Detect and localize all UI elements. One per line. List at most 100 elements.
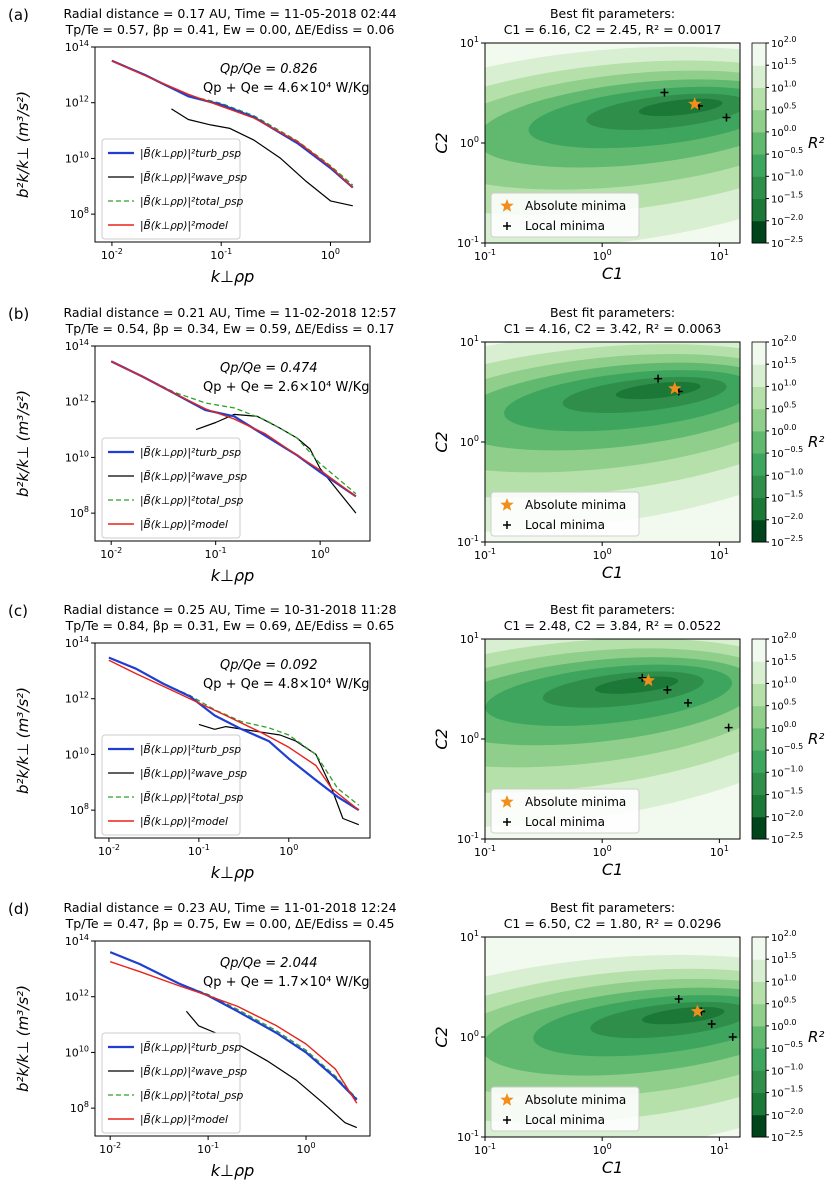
- colorbar-segment: [752, 220, 766, 244]
- legend-label-absolute: Absolute minima: [525, 498, 626, 512]
- spectrum-title-line2: Tp/Te = 0.84, βp = 0.31, Ew = 0.69, ΔE/E…: [65, 618, 395, 633]
- absolute-minimum-star: [668, 381, 682, 395]
- contour-x-label: C1: [602, 264, 623, 283]
- legend-label-turb: |B̃(k⊥ρp)|²turb_psp: [140, 446, 241, 459]
- legend-box: [490, 1086, 640, 1132]
- legend-label-total: |B̃(k⊥ρp)|²total_psp: [140, 195, 244, 208]
- x-tick-label: 101: [710, 547, 729, 562]
- colorbar-tick-label: 10−0.5: [771, 445, 803, 460]
- colorbar: 102.0 101.5 101.0 100.5 100.0 10−0.5 10−1.0 10−…: [751, 929, 824, 1144]
- panel-label: (b): [8, 305, 29, 323]
- legend-label-wave: |B̃(k⊥ρp)|²wave_psp: [140, 1065, 247, 1078]
- y-tick-label: 1014: [65, 933, 89, 948]
- colorbar: 102.0 101.5 101.0 100.5 100.0 10−0.5 10−1.0 10−…: [751, 334, 824, 549]
- y-tick-label: 100: [460, 135, 479, 150]
- legend-label-model: |B̃(k⊥ρp)|²model: [140, 219, 228, 232]
- x-tick-label: 101: [710, 1142, 729, 1157]
- colorbar-segment: [752, 87, 766, 111]
- colorbar-tick-label: 10−2.5: [771, 1129, 803, 1144]
- local-minimum-marker: [722, 113, 731, 122]
- x-tick-label: 100: [296, 1141, 315, 1156]
- contour-y-label-group: C2: [432, 1026, 451, 1047]
- series-line-model: [108, 659, 360, 811]
- y-tick-label: 1012: [65, 394, 89, 409]
- colorbar-tick-label: 101.0: [771, 378, 796, 393]
- colorbar-segment: [752, 386, 766, 410]
- legend-label-turb: |B̃(k⊥ρp)|²turb_psp: [140, 147, 241, 160]
- spectrum-axes: 10-2 10-1 100 108 1010 1012 1014 k⊥ρp b²k/k⊥ (m³…: [14, 39, 371, 286]
- colorbar-segment: [752, 1003, 766, 1027]
- ratio-text: Qp/Qe = 0.092: [220, 658, 317, 673]
- legend-label-turb: |B̃(k⊥ρp)|²turb_psp: [140, 1041, 241, 1054]
- colorbar-segment: [752, 705, 766, 729]
- colorbar-segment: [752, 453, 766, 476]
- colorbar-tick-label: 101.0: [771, 675, 796, 690]
- y-tick-label: 10-1: [457, 534, 479, 549]
- colorbar-tick-label: 101.5: [771, 57, 796, 72]
- series-line-wave_psp: [195, 413, 357, 514]
- colorbar-tick-label: 10−1.5: [771, 787, 803, 802]
- colorbar-segment: [752, 1070, 766, 1094]
- contour-y-label-group: C2: [432, 431, 451, 452]
- y-tick-label: 1014: [65, 39, 89, 54]
- x-tick-label: 101: [710, 248, 729, 263]
- y-tick-label: 10-1: [457, 1129, 479, 1144]
- legend-box: [101, 138, 241, 240]
- spectrum-y-label: b²k/k⊥ (m³/s²): [14, 687, 32, 794]
- colorbar-tick-label: 10−0.5: [771, 1040, 803, 1055]
- colorbar-segment: [752, 794, 766, 818]
- x-tick-label: 10-1: [474, 844, 496, 859]
- y-tick-label: 1012: [65, 691, 89, 706]
- colorbar-segment: [752, 430, 766, 454]
- local-minimum-marker: [638, 673, 647, 682]
- colorbar-frame: [751, 638, 767, 840]
- colorbar-frame: [751, 341, 767, 543]
- colorbar-tick-label: 100.0: [771, 720, 796, 735]
- contour-axes: 10-1 100 101 10-1 100 101 C1 C2 Absolute minima L…: [432, 334, 741, 582]
- y-tick-label: 108: [70, 206, 89, 221]
- contour-y-label-group: C2: [432, 728, 451, 749]
- series-line-model: [110, 360, 357, 497]
- spectrum-title-line2: Tp/Te = 0.47, βp = 0.75, Ew = 0.00, ΔE/E…: [65, 916, 395, 931]
- legend-plus-icon: [503, 222, 511, 230]
- colorbar-tick-label: 10−2.0: [771, 213, 803, 228]
- heat-text: Qp + Qe = 2.6×10⁴ W/Kg: [203, 380, 370, 395]
- contour-legend: Absolute minima Local minima: [490, 1086, 640, 1132]
- y-tick-label: 1012: [65, 95, 89, 110]
- spectrum-x-label: k⊥ρp: [211, 566, 255, 585]
- y-tick-label: 10-1: [457, 235, 479, 250]
- colorbar-tick-label: 10−2.5: [771, 534, 803, 549]
- fit-title-line1: Best fit parameters:: [550, 602, 675, 617]
- y-tick-label: 108: [70, 802, 89, 817]
- spectrum-frame: [94, 345, 371, 542]
- contour-y-label: C2: [432, 728, 451, 749]
- colorbar-segment: [752, 1048, 766, 1071]
- contour-axes: 10-1 100 101 10-1 100 101 C1 C2 Absolute minima L…: [432, 631, 741, 879]
- contour-legend: Absolute minima Local minima: [490, 192, 640, 238]
- spectrum-y-label-group: b²k/k⊥ (m³/s²): [14, 390, 32, 497]
- x-tick-label: 10-1: [474, 547, 496, 562]
- panel-a: (a) Radial distance = 0.17 AU, Time = 11-…: [8, 6, 824, 286]
- y-tick-label: 1010: [65, 449, 89, 464]
- colorbar-tick-label: 100.5: [771, 401, 796, 416]
- spectrum-axes: 10-2 10-1 100 108 1010 1012 1014 k⊥ρp b²k/k⊥ (m³…: [14, 933, 371, 1180]
- legend-label-local: Local minima: [525, 219, 605, 233]
- x-tick-label: 100: [321, 247, 340, 262]
- y-tick-label: 1012: [65, 989, 89, 1004]
- y-tick-label: 1010: [65, 746, 89, 761]
- colorbar-segment: [752, 727, 766, 751]
- local-minimum-marker: [660, 88, 669, 97]
- legend-label-total: |B̃(k⊥ρp)|²total_psp: [140, 791, 244, 804]
- y-tick-label: 108: [70, 505, 89, 520]
- legend-label-turb: |B̃(k⊥ρp)|²turb_psp: [140, 743, 241, 756]
- x-tick-label: 100: [593, 1142, 612, 1157]
- absolute-minimum-star: [690, 1004, 705, 1018]
- y-tick-label: 100: [460, 731, 479, 746]
- spectrum-frame: [94, 642, 371, 839]
- fit-title-line2: C1 = 6.50, C2 = 1.80, R² = 0.0296: [504, 916, 722, 931]
- y-tick-label: 100: [460, 1029, 479, 1044]
- contour-axes: 10-1 100 101 10-1 100 101 C1 C2 Absolute minima L…: [432, 929, 741, 1177]
- x-tick-label: 10-1: [210, 247, 232, 262]
- colorbar-tick-label: 10−2.0: [771, 1107, 803, 1122]
- colorbar-tick-label: 10−1.5: [771, 1085, 803, 1100]
